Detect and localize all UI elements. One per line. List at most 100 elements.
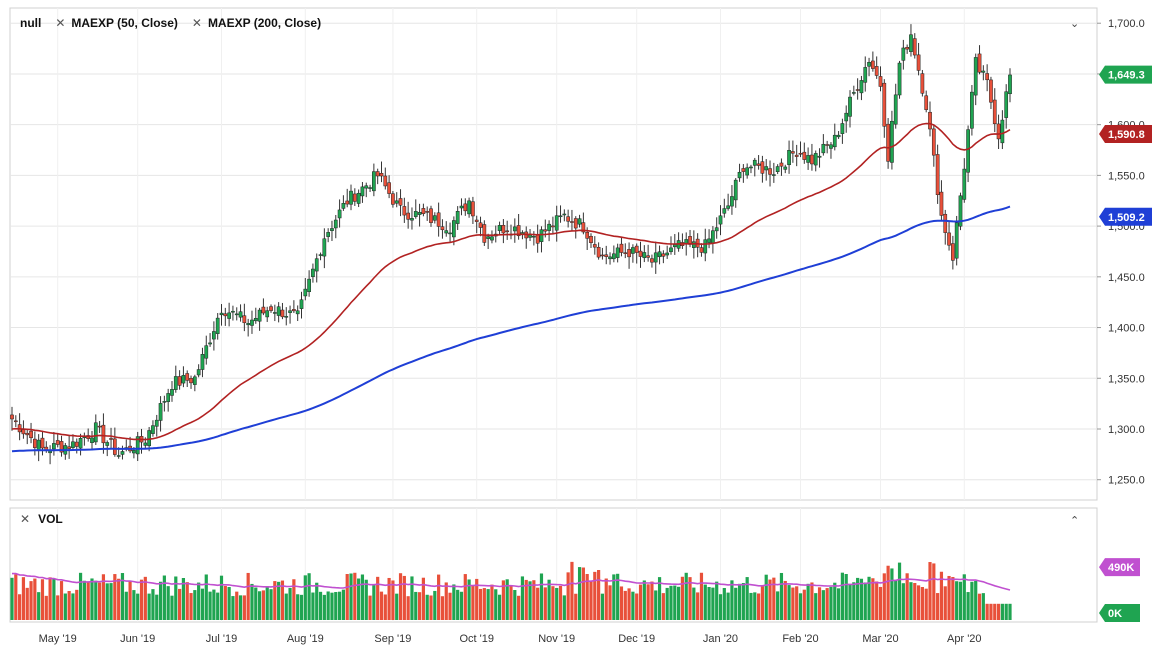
volume-bar [852, 582, 856, 620]
volume-bar [726, 592, 730, 620]
volume-bar [376, 576, 380, 620]
volume-bar [444, 582, 448, 620]
volume-bar [402, 575, 406, 620]
volume-bar [608, 585, 612, 620]
candle-body [444, 230, 449, 234]
candle-body [269, 306, 273, 311]
candle-body [78, 438, 83, 449]
candle-body [954, 222, 959, 259]
candle-body [951, 243, 955, 261]
volume-bar [863, 582, 867, 620]
volume-bar [151, 589, 155, 620]
x-tick-label: Dec '19 [618, 633, 655, 645]
volume-bar [414, 591, 418, 620]
volume-bar [947, 575, 951, 620]
candle-body [783, 166, 788, 170]
candle-body [619, 243, 624, 253]
volume-bar [536, 587, 540, 620]
candle-body [970, 91, 974, 129]
candle-body [893, 94, 898, 125]
candle-body [779, 162, 784, 167]
volume-bar [616, 573, 620, 620]
candle-body [924, 95, 929, 110]
candle-body [417, 212, 422, 215]
candle-body [379, 172, 384, 177]
candle-body [634, 245, 639, 253]
volume-bar [894, 580, 898, 620]
candle-body [958, 195, 963, 227]
collapse-price-chevron-icon[interactable]: ⌄ [1070, 18, 1080, 30]
price-badge-text: 1,649.3 [1108, 70, 1145, 82]
volume-bar [882, 573, 886, 620]
candle-body [768, 168, 772, 175]
volume-bar [421, 577, 425, 620]
volume-bar [490, 584, 494, 620]
volume-bar [29, 581, 33, 620]
candle-body [97, 425, 102, 428]
volume-bar [86, 581, 90, 620]
candle-body [250, 319, 254, 326]
volume-bar [558, 585, 563, 620]
volume-bar [494, 589, 498, 620]
candle-body [806, 155, 810, 163]
x-tick-label: Nov '19 [538, 633, 575, 645]
remove-ma50-icon[interactable]: ✕ [55, 16, 66, 30]
volume-bar [825, 588, 829, 620]
candle-body [886, 123, 890, 162]
volume-bar [71, 593, 75, 620]
volume-bar [513, 590, 517, 620]
candle-body [341, 203, 346, 209]
candle-body [471, 201, 475, 217]
candle-body [234, 313, 239, 316]
candle-body [40, 437, 45, 449]
candle-body [718, 215, 723, 225]
remove-vol-icon[interactable]: ✕ [20, 512, 31, 526]
volume-bar [128, 580, 132, 620]
candle-body [13, 420, 18, 423]
candle-body [101, 424, 106, 444]
candle-body [859, 80, 864, 94]
volume-bar [555, 587, 559, 620]
candle-body [478, 222, 483, 228]
candle-body [1004, 91, 1009, 118]
expand-volume-chevron-icon[interactable]: ⌃ [1070, 515, 1080, 527]
candle-body [394, 200, 399, 204]
candle-body [36, 439, 41, 451]
volume-bar [711, 587, 715, 620]
volume-bar [913, 582, 917, 620]
volume-bar [246, 572, 250, 620]
candle-body [878, 76, 883, 87]
candle-body [791, 151, 795, 154]
volume-bar [619, 586, 624, 620]
remove-ma200-icon[interactable]: ✕ [191, 16, 202, 30]
volume-bar [459, 591, 464, 620]
candle-body [798, 152, 803, 155]
volume-bar [966, 592, 970, 620]
candle-body [166, 393, 171, 402]
volume-legend: ✕ VOL [20, 512, 63, 526]
candle-body [196, 369, 201, 376]
volume-bar [928, 562, 932, 620]
volume-bar [158, 581, 163, 620]
candle-body [897, 62, 902, 96]
candle-body [162, 401, 167, 403]
x-tick-label: Aug '19 [287, 633, 324, 645]
volume-bar [292, 579, 296, 620]
candle-body [337, 209, 342, 219]
volume-bar [688, 577, 692, 620]
volume-bar [303, 575, 307, 620]
volume-bar [98, 582, 102, 620]
volume-bar [600, 593, 605, 620]
candle-body [272, 312, 277, 314]
volume-bar [642, 580, 646, 620]
volume-bar [924, 588, 928, 620]
candle-body [55, 440, 60, 445]
volume-bar [387, 577, 391, 620]
candle-body [21, 429, 26, 435]
x-tick-label: May '19 [39, 633, 77, 645]
legend-ma50: ✕ MAEXP (50, Close) [55, 16, 178, 30]
candle-body [459, 205, 464, 209]
volume-bar [417, 592, 422, 620]
volume-bar [181, 578, 186, 620]
